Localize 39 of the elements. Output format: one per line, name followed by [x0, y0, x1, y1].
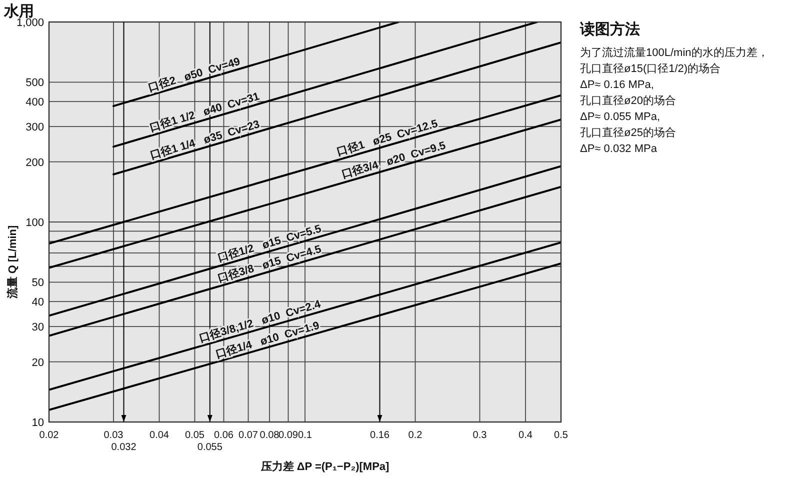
y-tick-label: 100	[26, 217, 44, 229]
text: 孔口直径ø25的场合	[580, 126, 676, 139]
text: ΔP≈ 0.032 MPa	[580, 143, 658, 155]
x-tick-label: 0.3	[472, 430, 488, 441]
text: 为了流过流量100L/min的水的压力差，	[580, 46, 768, 59]
text: ΔP≈ 0.055 MPa,	[580, 111, 660, 123]
x-tick-label: 0.4	[518, 430, 533, 441]
y-tick-label: 200	[26, 156, 44, 169]
y-axis-title: 流量 Q [L/min]	[6, 225, 19, 300]
x-tick-label: 0.5	[554, 430, 568, 441]
y-tick-label: 20	[32, 356, 44, 369]
x-tick-label: 0.1	[298, 430, 312, 441]
ref-line-label: 0.032	[111, 442, 137, 453]
y-tick-label: 50	[32, 277, 44, 290]
y-tick-label: 1,000	[16, 17, 44, 29]
x-tick-label: 0.04	[150, 430, 170, 441]
y-tick-label: 30	[32, 322, 44, 334]
ref-line-label: 0.16	[370, 430, 390, 441]
x-tick-label: 0.03	[104, 430, 124, 441]
text: 孔口直径ø20的场合	[580, 94, 676, 107]
x-tick-label: 0.05	[185, 430, 205, 441]
y-tick-label: 10	[32, 417, 44, 429]
chart-title: 水用	[3, 3, 34, 20]
y-tick-label: 300	[26, 122, 44, 134]
x-tick-label: 0.2	[408, 430, 423, 441]
y-tick-label: 40	[32, 296, 44, 309]
text: 孔口直径ø15(口径1/2)的场合	[580, 62, 721, 75]
y-tick-label: 500	[26, 77, 44, 90]
annotation: 口径2 ø50 Cv=49	[146, 54, 242, 94]
x-axis-title: 压力差 ΔP =(P₁−P₂)[MPa]	[260, 460, 390, 473]
text: 读图方法	[579, 20, 640, 38]
text: ΔP≈ 0.16 MPa,	[580, 79, 654, 91]
x-tick-label: 0.06	[214, 430, 234, 441]
ref-line-label: 0.055	[197, 442, 223, 453]
x-tick-label: 0.08	[260, 430, 280, 441]
x-tick-label: 0.02	[39, 430, 60, 441]
x-tick-label: 0.07	[238, 430, 258, 441]
x-tick-label: 0.09	[278, 430, 298, 441]
y-tick-label: 400	[26, 96, 44, 109]
